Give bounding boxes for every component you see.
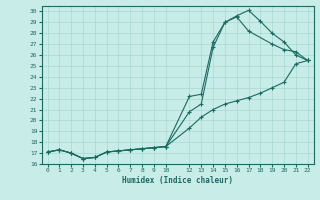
X-axis label: Humidex (Indice chaleur): Humidex (Indice chaleur) (122, 176, 233, 185)
